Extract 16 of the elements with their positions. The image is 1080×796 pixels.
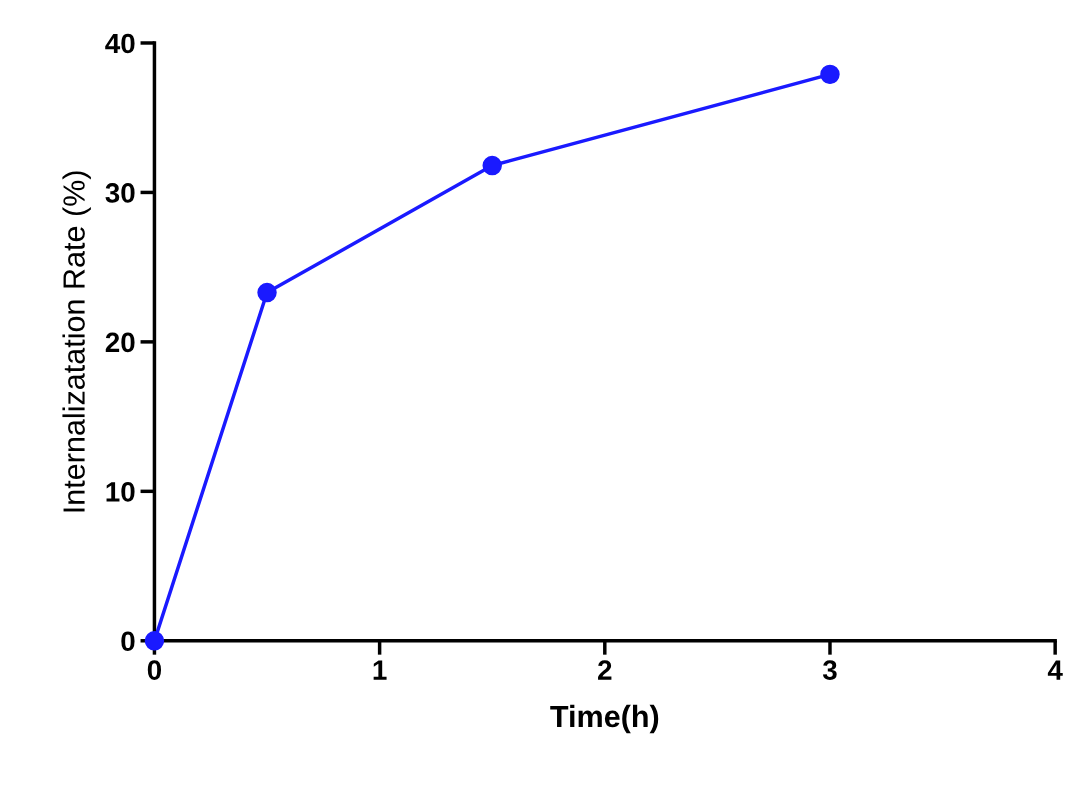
x-tick-label: 2: [598, 660, 612, 680]
point: [820, 64, 840, 85]
x-tick-label: 4: [1047, 660, 1063, 680]
y-tick-label: 0: [121, 631, 135, 652]
x-tick-label: 0: [147, 660, 162, 680]
x-axis-title: Time(h): [550, 704, 659, 734]
y-axis-title: Internalizatation Rate (%): [62, 171, 91, 512]
y-tick-label: 30: [105, 183, 135, 203]
y-tick-label: 10: [106, 482, 135, 502]
y-tick-label: 40: [105, 33, 135, 54]
point: [257, 282, 277, 303]
x-tick-label: 1: [373, 660, 387, 680]
point: [482, 155, 502, 176]
y-tick-label: 20: [105, 332, 135, 353]
point: [144, 631, 165, 651]
x-tick-label: 3: [822, 660, 837, 680]
